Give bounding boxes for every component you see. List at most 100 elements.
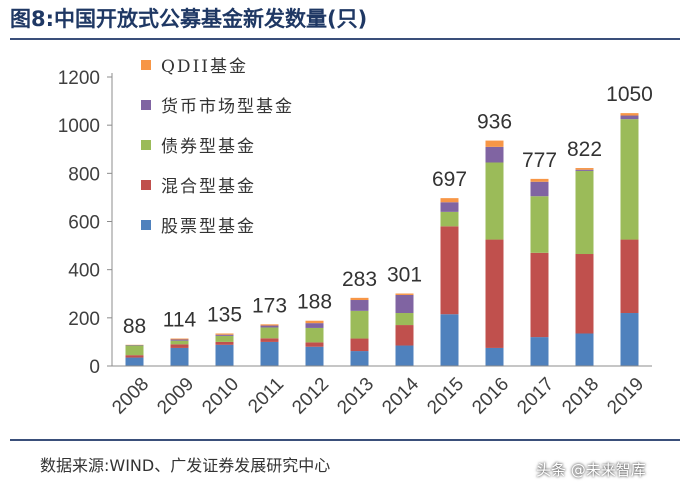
legend-label: 货币市场型基金 — [161, 97, 294, 117]
x-tick-label-2012: 2012 — [288, 374, 333, 419]
y-tick-label: 1200 — [58, 68, 100, 89]
bar-segment-2016-股票型基金 — [485, 347, 504, 366]
bar-segment-2011-货币市场型基金 — [260, 325, 279, 328]
bar-segment-2017-债券型基金 — [530, 196, 549, 253]
bar-segment-2012-QDII基金 — [305, 320, 324, 324]
bar-segment-2014-货币市场型基金 — [395, 294, 414, 314]
bar-segment-2017-混合型基金 — [530, 252, 549, 338]
total-label-2010: 135 — [207, 303, 242, 326]
bar-segment-2014-QDII基金 — [395, 293, 414, 295]
x-tick-label-2013: 2013 — [333, 374, 378, 419]
total-label-2015: 697 — [432, 168, 467, 191]
y-axis: 0 200 400 600 800 1000 1200 — [58, 68, 113, 378]
bar-segment-2013-债券型基金 — [350, 310, 369, 339]
legend-label: QDII基金 — [161, 57, 248, 77]
stacked-bar-chart: 0 200 400 600 800 1000 1200 88 114 135 173 188 283 3… — [58, 57, 653, 419]
y-tick-label: 600 — [68, 213, 100, 234]
bar-segment-2019-混合型基金 — [620, 239, 639, 314]
footer-divider — [10, 439, 680, 441]
bar-segment-2019-股票型基金 — [620, 313, 639, 366]
x-tick-label-2011: 2011 — [244, 374, 288, 418]
bar-segment-2015-QDII基金 — [440, 198, 459, 203]
bar-segment-2012-货币市场型基金 — [305, 323, 324, 328]
y-tick-label: 400 — [68, 261, 100, 282]
bar-segment-2016-债券型基金 — [485, 162, 504, 240]
bar-segment-2013-股票型基金 — [350, 351, 369, 366]
bar-segment-2018-QDII基金 — [575, 168, 594, 170]
bar-segment-2008-混合型基金 — [125, 355, 144, 358]
x-tick-label-2019: 2019 — [603, 374, 648, 419]
bar-segment-2018-股票型基金 — [575, 333, 594, 366]
x-tick-label-2008: 2008 — [108, 374, 153, 419]
bar-segment-2019-债券型基金 — [620, 119, 639, 240]
bar-segment-2018-债券型基金 — [575, 170, 594, 255]
bar-segment-2009-QDII基金 — [170, 338, 189, 340]
bar-segment-2019-QDII基金 — [620, 113, 639, 116]
legend-label: 股票型基金 — [161, 217, 256, 237]
y-tick-label: 200 — [68, 309, 100, 330]
legend-label: 债券型基金 — [161, 137, 256, 157]
figure-title: 图8:中国开放式公募基金新发数量(只) — [10, 7, 368, 31]
bar-segment-2015-货币市场型基金 — [440, 202, 459, 212]
bar-segment-2016-混合型基金 — [485, 239, 504, 348]
bar-segment-2009-混合型基金 — [170, 344, 189, 348]
title-divider — [10, 38, 680, 40]
bar-segment-2013-QDII基金 — [350, 297, 369, 301]
bar-segment-2013-混合型基金 — [350, 338, 369, 352]
bar-segment-2015-债券型基金 — [440, 211, 459, 227]
bar-segment-2014-混合型基金 — [395, 325, 414, 346]
bar-segment-2014-债券型基金 — [395, 313, 414, 326]
bar-segment-2011-股票型基金 — [260, 341, 279, 366]
y-tick-label: 800 — [68, 164, 100, 185]
bar-segment-2008-债券型基金 — [125, 345, 144, 356]
bar-segment-2009-货币市场型基金 — [170, 339, 189, 341]
bar-segment-2010-货币市场型基金 — [215, 334, 234, 336]
x-tick-label-2014: 2014 — [378, 373, 423, 418]
y-tick-label: 1000 — [58, 116, 100, 137]
bar-segment-2017-货币市场型基金 — [530, 181, 549, 197]
total-label-2009: 114 — [163, 309, 197, 332]
bar-segment-2016-QDII基金 — [485, 140, 504, 147]
bar-series — [125, 113, 639, 366]
bar-segment-2015-股票型基金 — [440, 314, 459, 366]
bar-segment-2011-混合型基金 — [260, 338, 279, 342]
legend-swatch — [141, 220, 151, 230]
bar-segment-2014-股票型基金 — [395, 345, 414, 366]
total-label-2014: 301 — [387, 264, 422, 287]
total-label-2013: 283 — [342, 268, 377, 291]
total-label-2019: 1050 — [606, 83, 653, 106]
x-tick-label-2016: 2016 — [468, 374, 513, 419]
bar-segment-2016-货币市场型基金 — [485, 146, 504, 163]
y-tick-label: 0 — [89, 357, 100, 378]
bar-segment-2008-股票型基金 — [125, 357, 144, 366]
total-label-2017: 777 — [522, 149, 557, 172]
bar-segment-2019-货币市场型基金 — [620, 115, 639, 120]
legend-swatch — [141, 100, 151, 110]
total-labels: 88 114 135 173 188 283 301 697 936 777 822 1050 — [123, 83, 653, 338]
total-label-2012: 188 — [297, 291, 332, 314]
bar-segment-2017-股票型基金 — [530, 337, 549, 366]
bar-segment-2010-股票型基金 — [215, 344, 234, 366]
x-axis: 2008 2009 2010 2011 2012 2013 2014 2015 2016 2017… — [108, 365, 652, 419]
x-tick-label-2010: 2010 — [198, 374, 243, 419]
total-label-2011: 173 — [252, 294, 287, 317]
bar-segment-2015-混合型基金 — [440, 226, 459, 315]
total-label-2016: 936 — [477, 111, 512, 134]
bar-segment-2011-QDII基金 — [260, 324, 279, 326]
bar-segment-2010-债券型基金 — [215, 335, 234, 342]
x-tick-label-2018: 2018 — [558, 374, 603, 419]
legend-label: 混合型基金 — [161, 177, 256, 197]
bar-segment-2010-QDII基金 — [215, 333, 234, 335]
legend-swatch — [141, 60, 151, 70]
bar-segment-2009-债券型基金 — [170, 340, 189, 345]
bar-segment-2010-混合型基金 — [215, 341, 234, 345]
bar-segment-2018-货币市场型基金 — [575, 169, 594, 171]
total-label-2008: 88 — [123, 315, 146, 338]
bar-segment-2012-股票型基金 — [305, 346, 324, 366]
watermark: 头条 @未来智库 — [536, 461, 646, 479]
legend-swatch — [141, 140, 151, 150]
legend-swatch — [141, 180, 151, 190]
bar-segment-2011-债券型基金 — [260, 327, 279, 339]
x-tick-label-2015: 2015 — [423, 374, 468, 419]
